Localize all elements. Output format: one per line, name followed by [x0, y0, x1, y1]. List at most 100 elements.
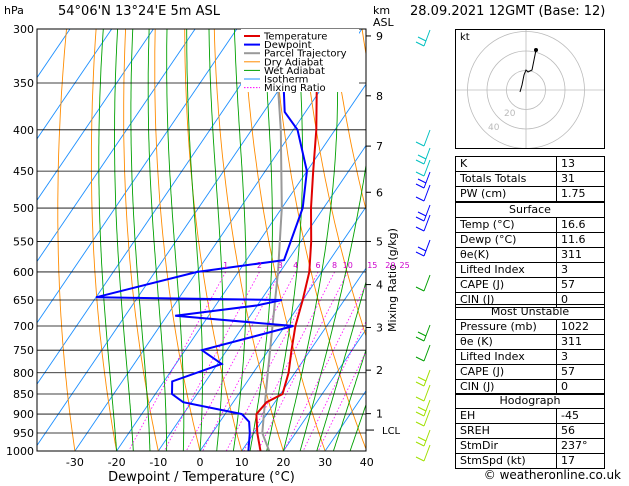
pressure-tick-label: 900: [13, 408, 34, 421]
indices-top-table: K 13 Totals Totals 31 PW (cm) 1.75: [455, 156, 605, 202]
index-label: Totals Totals: [455, 171, 557, 187]
wet-adiabat-line: [316, 279, 366, 451]
hodo-row: EH -45: [455, 408, 605, 424]
wind-barb-staff: [423, 204, 431, 222]
unstable-row: Pressure (mb) 1022: [455, 319, 605, 335]
wind-barb-flag: [417, 178, 427, 184]
index-row: K 13: [455, 156, 605, 172]
wind-barb-flag: [415, 381, 425, 387]
x-axis-label: Dewpoint / Temperature (°C): [108, 470, 295, 485]
km-tick-label: 9: [376, 30, 383, 43]
wind-barb-staff: [423, 171, 431, 189]
isotherm-line: [37, 29, 71, 79]
pressure-tick-label: 700: [13, 320, 34, 333]
unstable-label: CIN (J): [455, 379, 557, 395]
mixing-ratio-line: [302, 320, 366, 451]
unstable-label: CAPE (J): [455, 364, 557, 380]
mixing-ratio-label: 15: [367, 261, 377, 270]
isotherm-line: [74, 29, 363, 451]
wet-adiabat-line: [349, 403, 366, 451]
wind-barb-flag: [415, 171, 425, 177]
asl-label: ASL: [373, 16, 394, 29]
wet-adiabat-line: [98, 29, 118, 451]
wind-barb-flag: [417, 406, 427, 412]
pressure-tick-label: 500: [13, 202, 34, 215]
index-label: PW (cm): [455, 186, 557, 202]
hodograph-unit: kt: [460, 32, 470, 43]
hodo-value: 237°: [556, 438, 605, 454]
wind-barb-flag: [417, 331, 427, 337]
km-tick-label: 1: [376, 408, 383, 421]
wet-adiabat-line: [166, 29, 185, 451]
surface-label: θe(K): [455, 247, 557, 263]
surface-label: Temp (°C): [455, 217, 557, 233]
wind-barb-staff: [423, 29, 431, 47]
pressure-tick-label: 400: [13, 124, 34, 137]
wind-barb-staff: [423, 429, 431, 447]
mixing-ratio-label: 20: [385, 261, 395, 270]
temperature-tick-label: 40: [360, 456, 374, 469]
unstable-value: 3: [556, 349, 605, 365]
chart-datetime: 28.09.2021 12GMT (Base: 12): [410, 4, 606, 19]
hpa-label: hPa: [4, 4, 24, 17]
index-value: 31: [556, 171, 605, 187]
dry-adiabat-line: [57, 29, 76, 451]
wind-barb-flag: [415, 41, 425, 47]
hodograph-table: Hodograph EH -45 SREH 56 StmDir 237° StmSpd (k…: [455, 393, 605, 469]
wind-barb-flag: [415, 251, 425, 257]
isotherm-line: [37, 29, 196, 263]
legend-entry: Mixing Ratio: [264, 83, 326, 94]
plot-frame: [36, 28, 367, 452]
isotherm-line: [283, 328, 366, 451]
wind-barb-staff: [423, 239, 431, 257]
mixing-ratio-label: 10: [343, 261, 353, 270]
surface-title: Surface: [455, 202, 605, 218]
unstable-value: 311: [556, 334, 605, 350]
surface-row: Temp (°C) 16.6: [455, 217, 605, 233]
wind-barb-flag: [417, 211, 427, 217]
dewpoint-line: [95, 29, 308, 451]
wind-barb-staff: [423, 147, 431, 165]
wet-adiabat-line: [332, 348, 366, 451]
wind-barb-staff: [423, 399, 431, 417]
wind-barb-flag: [417, 376, 427, 382]
surface-label: Lifted Index: [455, 262, 557, 278]
temperature-tick-label: -10: [149, 456, 167, 469]
pressure-tick-label: 800: [13, 367, 34, 380]
km-tick-label: 8: [376, 90, 383, 103]
surface-value: 11.6: [556, 232, 605, 248]
wind-barb-flag: [415, 441, 425, 447]
isotherm-line: [37, 29, 154, 201]
legend-entry: Dewpoint: [264, 40, 312, 51]
hodo-label: StmSpd (kt): [455, 453, 557, 469]
hodo-value: -45: [556, 408, 605, 424]
hodograph-title: Hodograph: [455, 393, 605, 409]
hodo-row: StmDir 237°: [455, 438, 605, 454]
wind-barb-flag: [415, 216, 425, 222]
wind-barb-staff: [423, 384, 431, 402]
wind-barb-staff: [423, 159, 431, 177]
hodograph-ring-label: 20: [504, 109, 516, 119]
copyright: © weatheronline.co.uk: [483, 468, 621, 482]
temperature-line: [255, 29, 318, 451]
most-unstable-table: Most Unstable Pressure (mb) 1022 θe (K) 311…: [455, 304, 605, 395]
mixing-ratio-label: 25: [400, 261, 410, 270]
hodo-row: SREH 56: [455, 423, 605, 439]
legend-entry: Isotherm: [264, 75, 308, 86]
pressure-tick-label: 550: [13, 235, 34, 248]
wind-barb-flag: [415, 141, 425, 147]
wind-barb-flag: [415, 411, 425, 417]
station-location: 54°06'N 13°24'E 5m ASL: [58, 4, 220, 19]
index-label: K: [455, 156, 557, 172]
legend-background: [241, 29, 359, 92]
dry-adiabat-line: [392, 29, 450, 451]
dry-adiabat-line: [90, 29, 118, 451]
wind-barb-flag: [417, 436, 427, 442]
wind-barb-flag: [415, 159, 425, 165]
wind-barb-flag: [415, 396, 425, 402]
km-tick-label: 6: [376, 186, 383, 199]
pressure-tick-label: 650: [13, 294, 34, 307]
mixing-ratio-label: 2: [257, 261, 262, 270]
legend-entry: Temperature: [263, 32, 327, 43]
